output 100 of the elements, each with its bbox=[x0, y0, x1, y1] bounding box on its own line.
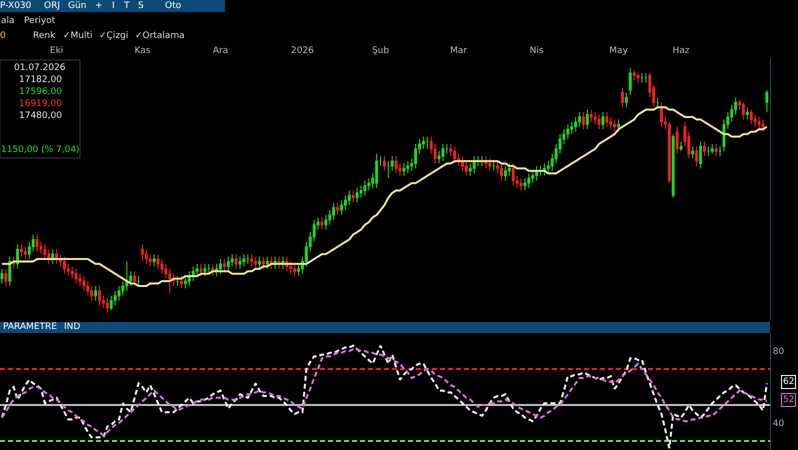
candlestick bbox=[43, 244, 46, 260]
candlestick bbox=[535, 165, 538, 182]
candlestick bbox=[254, 256, 258, 270]
candlestick bbox=[98, 285, 101, 306]
text: ✓Multi bbox=[63, 31, 93, 41]
candlestick bbox=[238, 256, 242, 270]
candlestick bbox=[242, 254, 246, 267]
candlestick bbox=[512, 163, 515, 186]
text: 0 bbox=[0, 31, 6, 41]
candlestick bbox=[262, 256, 265, 270]
candlestick bbox=[230, 254, 234, 267]
candlestick bbox=[632, 70, 636, 81]
candlestick bbox=[133, 270, 136, 286]
candlestick bbox=[765, 90, 768, 113]
candlestick bbox=[406, 160, 410, 174]
candlestick bbox=[750, 109, 753, 125]
candlestick bbox=[16, 244, 20, 270]
line-series bbox=[0, 344, 768, 450]
text: Gün bbox=[68, 1, 86, 11]
candlestick bbox=[566, 124, 570, 140]
candlestick bbox=[442, 143, 444, 162]
y-tick-label: 40 bbox=[772, 419, 785, 430]
candlestick bbox=[20, 244, 23, 258]
x-tick-label: Ara bbox=[212, 46, 228, 56]
candlestick bbox=[422, 136, 425, 150]
candlestick bbox=[266, 256, 269, 270]
candlestick bbox=[203, 263, 206, 277]
candlestick bbox=[523, 178, 526, 191]
candlestick bbox=[598, 114, 601, 130]
text: 62 bbox=[783, 377, 794, 387]
text: Periyot bbox=[24, 16, 56, 26]
annotation: 1150,00 (% 7,04) bbox=[1, 145, 80, 155]
text: ✓Çizgi bbox=[99, 31, 128, 41]
candlestick bbox=[656, 96, 660, 108]
candlestick bbox=[660, 102, 663, 128]
text: ✓Ortalama bbox=[135, 31, 185, 41]
candlestick bbox=[289, 260, 292, 274]
annotation: 16919,00 bbox=[19, 99, 62, 109]
candlestick bbox=[644, 72, 648, 84]
candlestick bbox=[176, 276, 180, 286]
candlestick bbox=[691, 146, 694, 160]
candlestick bbox=[426, 136, 429, 150]
candlestick bbox=[402, 163, 406, 176]
candlestick bbox=[746, 106, 749, 120]
candlestick bbox=[680, 141, 682, 152]
text: ala bbox=[1, 16, 15, 26]
candlestick bbox=[184, 276, 187, 289]
candlestick bbox=[762, 118, 764, 132]
candlestick bbox=[624, 92, 628, 108]
text: S bbox=[138, 1, 144, 11]
annotation: 01.07.2026 bbox=[14, 63, 66, 73]
candlestick bbox=[582, 112, 585, 130]
candlestick bbox=[114, 290, 117, 306]
candlestick bbox=[742, 102, 745, 120]
text: PARAMETRE bbox=[3, 322, 58, 332]
annotation: 17182,00 bbox=[19, 75, 62, 85]
candlestick bbox=[226, 256, 230, 272]
text: Oto bbox=[165, 1, 182, 11]
candlestick bbox=[668, 121, 671, 184]
candlestick bbox=[578, 112, 582, 128]
candlestick bbox=[152, 254, 156, 267]
candlestick bbox=[94, 285, 98, 302]
candlestick bbox=[710, 143, 714, 154]
candlestick bbox=[200, 263, 202, 277]
candlestick bbox=[0, 268, 4, 284]
candlestick bbox=[531, 170, 534, 184]
candlestick bbox=[324, 214, 328, 230]
candlestick bbox=[106, 298, 109, 314]
candlestick bbox=[602, 112, 604, 130]
candlestick bbox=[192, 266, 195, 282]
candlestick bbox=[613, 118, 616, 132]
candlestick bbox=[24, 246, 27, 260]
candlestick bbox=[234, 254, 238, 270]
candlestick bbox=[414, 143, 418, 169]
candlestick bbox=[382, 156, 386, 172]
candlestick bbox=[375, 153, 378, 189]
x-tick-label: Eki bbox=[50, 46, 64, 56]
candlestick bbox=[144, 248, 148, 264]
candlestick bbox=[110, 295, 113, 311]
candlestick bbox=[699, 141, 702, 169]
line-series bbox=[0, 348, 768, 437]
candlestick bbox=[320, 216, 324, 230]
candlestick bbox=[453, 146, 456, 164]
candlestick bbox=[90, 285, 94, 302]
candlestick bbox=[394, 156, 398, 174]
candlestick bbox=[605, 112, 608, 128]
candlestick bbox=[168, 268, 172, 294]
candlestick bbox=[702, 141, 706, 157]
candlestick bbox=[492, 160, 496, 172]
candlestick bbox=[36, 234, 39, 252]
text: 52 bbox=[783, 395, 794, 405]
x-tick-label: Mar bbox=[450, 46, 468, 56]
candlestick bbox=[586, 109, 589, 130]
candlestick bbox=[62, 256, 66, 274]
candlestick bbox=[695, 146, 698, 166]
text: + bbox=[95, 1, 103, 11]
x-tick-label: Haz bbox=[672, 46, 690, 56]
candlestick bbox=[356, 188, 359, 204]
text: I bbox=[112, 1, 115, 11]
text: IND bbox=[64, 322, 80, 332]
